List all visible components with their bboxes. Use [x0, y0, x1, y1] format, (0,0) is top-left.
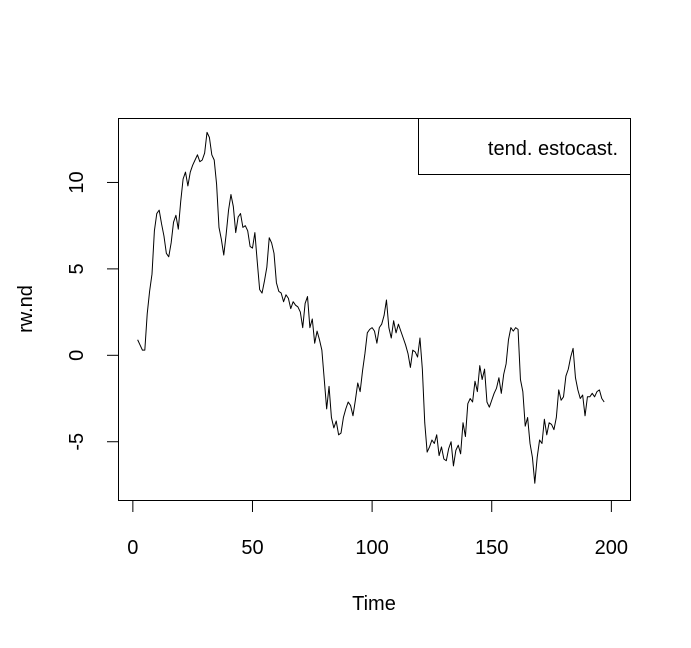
y-axis: -5 0 5 10	[66, 171, 119, 451]
legend: tend. estocast.	[418, 118, 631, 175]
y-tick-label: -5	[66, 433, 88, 451]
y-tick-label: 0	[66, 350, 88, 361]
x-tick-label: 200	[595, 537, 628, 559]
y-tick-label: 5	[66, 263, 88, 274]
x-tick-label: 150	[475, 537, 508, 559]
plot-frame	[118, 118, 631, 501]
x-tick-label: 50	[241, 537, 263, 559]
x-axis-title: Time	[352, 593, 396, 615]
y-axis-title: rw.nd	[15, 285, 37, 333]
series-line	[137, 131, 605, 484]
y-tick-label: 10	[66, 171, 88, 193]
x-axis: 0 50 100 150 200	[127, 500, 628, 559]
x-tick-label: 0	[127, 537, 138, 559]
legend-box	[418, 118, 631, 175]
x-tick-label: 100	[355, 537, 388, 559]
legend-entry-label: tend. estocast.	[488, 138, 618, 160]
